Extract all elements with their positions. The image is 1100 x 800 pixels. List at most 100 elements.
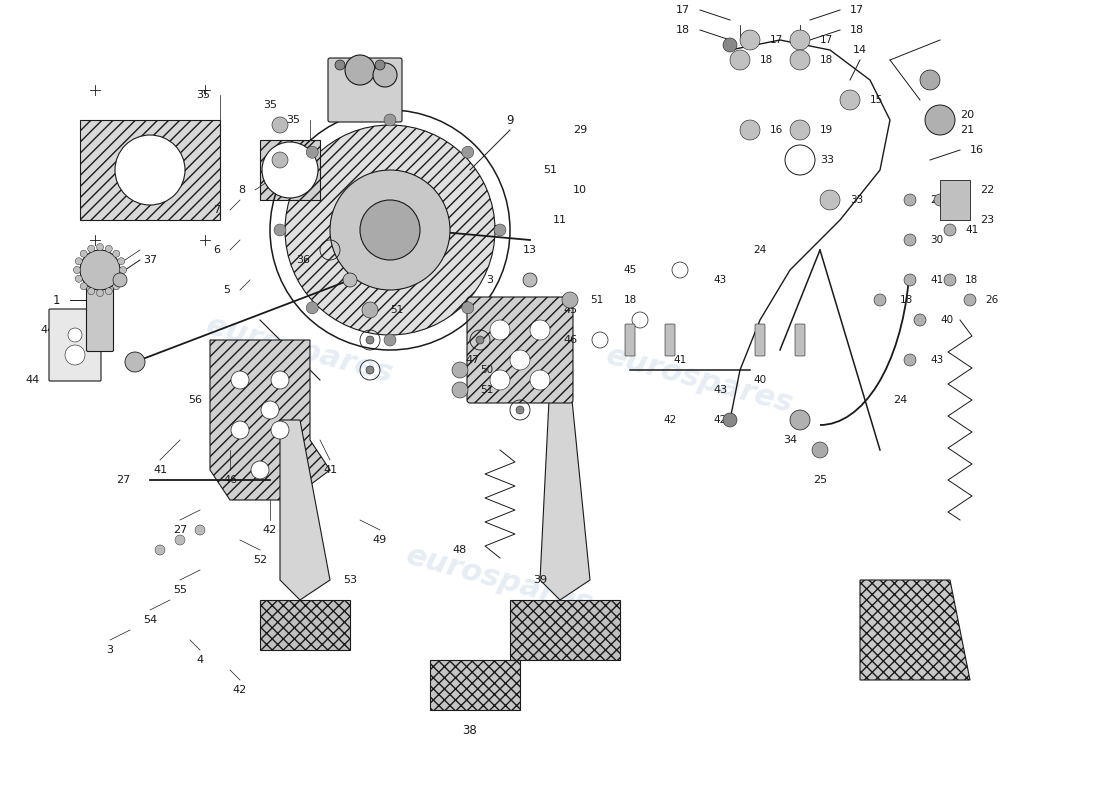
Circle shape xyxy=(516,406,524,414)
Circle shape xyxy=(75,275,82,282)
Circle shape xyxy=(790,30,810,50)
Text: 4: 4 xyxy=(197,655,204,665)
Text: 33: 33 xyxy=(850,195,864,205)
Text: 46: 46 xyxy=(563,335,578,345)
Text: 18: 18 xyxy=(850,25,865,35)
Circle shape xyxy=(271,421,289,439)
Text: 30: 30 xyxy=(930,235,943,245)
Text: 26: 26 xyxy=(984,295,999,305)
Text: eurospares: eurospares xyxy=(603,341,796,419)
Text: 54: 54 xyxy=(143,615,157,625)
Text: 27: 27 xyxy=(173,525,187,535)
Circle shape xyxy=(904,234,916,246)
Text: 36: 36 xyxy=(353,95,367,105)
Text: 43: 43 xyxy=(930,355,944,365)
Circle shape xyxy=(97,243,103,250)
Text: 14: 14 xyxy=(852,45,867,55)
Circle shape xyxy=(944,274,956,286)
Text: 41: 41 xyxy=(965,225,978,235)
Text: 17: 17 xyxy=(770,35,783,45)
Circle shape xyxy=(262,142,318,198)
Circle shape xyxy=(113,282,120,290)
Circle shape xyxy=(231,421,249,439)
Text: 35: 35 xyxy=(196,90,210,100)
Circle shape xyxy=(74,266,80,274)
Circle shape xyxy=(510,350,530,370)
Circle shape xyxy=(840,90,860,110)
Text: 48: 48 xyxy=(453,545,468,555)
Text: 37: 37 xyxy=(143,255,157,265)
Text: 41: 41 xyxy=(323,465,337,475)
Circle shape xyxy=(462,146,474,158)
Circle shape xyxy=(113,273,127,287)
Circle shape xyxy=(125,352,145,372)
FancyBboxPatch shape xyxy=(328,58,402,122)
Circle shape xyxy=(88,246,95,252)
Circle shape xyxy=(306,146,318,158)
Circle shape xyxy=(740,30,760,50)
Circle shape xyxy=(231,371,249,389)
Text: 35: 35 xyxy=(286,115,300,125)
Text: 42: 42 xyxy=(714,415,727,425)
Text: 6: 6 xyxy=(213,245,220,255)
Circle shape xyxy=(274,224,286,236)
Circle shape xyxy=(920,70,940,90)
Text: eurospares: eurospares xyxy=(204,311,397,389)
Circle shape xyxy=(118,258,124,265)
Text: 18: 18 xyxy=(965,275,978,285)
Text: 17: 17 xyxy=(675,5,690,15)
Text: 52: 52 xyxy=(253,555,267,565)
Circle shape xyxy=(175,535,185,545)
Circle shape xyxy=(790,410,810,430)
Circle shape xyxy=(562,292,578,308)
Polygon shape xyxy=(260,140,320,200)
Text: 32: 32 xyxy=(953,655,967,665)
Text: 4: 4 xyxy=(296,635,304,645)
Text: 7: 7 xyxy=(213,205,220,215)
Circle shape xyxy=(925,105,955,135)
Circle shape xyxy=(723,413,737,427)
Text: 51: 51 xyxy=(590,295,603,305)
Text: 11: 11 xyxy=(553,215,566,225)
Text: 1: 1 xyxy=(53,294,60,306)
Text: 43: 43 xyxy=(714,275,727,285)
Text: 49: 49 xyxy=(373,535,387,545)
Circle shape xyxy=(904,354,916,366)
Text: 51: 51 xyxy=(390,305,404,315)
Text: 3: 3 xyxy=(486,275,494,285)
Circle shape xyxy=(904,274,916,286)
Polygon shape xyxy=(510,600,620,660)
Text: 8: 8 xyxy=(238,185,245,195)
Circle shape xyxy=(345,55,375,85)
Text: 35: 35 xyxy=(263,100,277,110)
Circle shape xyxy=(272,152,288,168)
Circle shape xyxy=(106,288,112,294)
Text: 16: 16 xyxy=(770,125,783,135)
Text: 53: 53 xyxy=(333,615,346,625)
Text: 19: 19 xyxy=(820,125,834,135)
Circle shape xyxy=(530,320,550,340)
Circle shape xyxy=(490,320,510,340)
Circle shape xyxy=(944,224,956,236)
Circle shape xyxy=(80,282,87,290)
Text: 24: 24 xyxy=(754,245,767,255)
Circle shape xyxy=(88,288,95,294)
FancyBboxPatch shape xyxy=(795,324,805,356)
FancyBboxPatch shape xyxy=(468,297,573,403)
Text: 3: 3 xyxy=(107,645,113,655)
Circle shape xyxy=(522,273,537,287)
Text: 34: 34 xyxy=(783,435,798,445)
Circle shape xyxy=(452,382,468,398)
FancyBboxPatch shape xyxy=(625,324,635,356)
Text: 20: 20 xyxy=(960,110,975,120)
Text: 23: 23 xyxy=(980,215,994,225)
Text: eurospares: eurospares xyxy=(404,541,597,619)
Text: 18: 18 xyxy=(760,55,773,65)
Text: 50: 50 xyxy=(480,365,493,375)
Text: 10: 10 xyxy=(573,185,587,195)
Circle shape xyxy=(80,250,120,290)
Circle shape xyxy=(874,294,886,306)
Text: 41: 41 xyxy=(673,355,686,365)
Text: 47: 47 xyxy=(465,355,480,365)
Polygon shape xyxy=(860,580,970,680)
